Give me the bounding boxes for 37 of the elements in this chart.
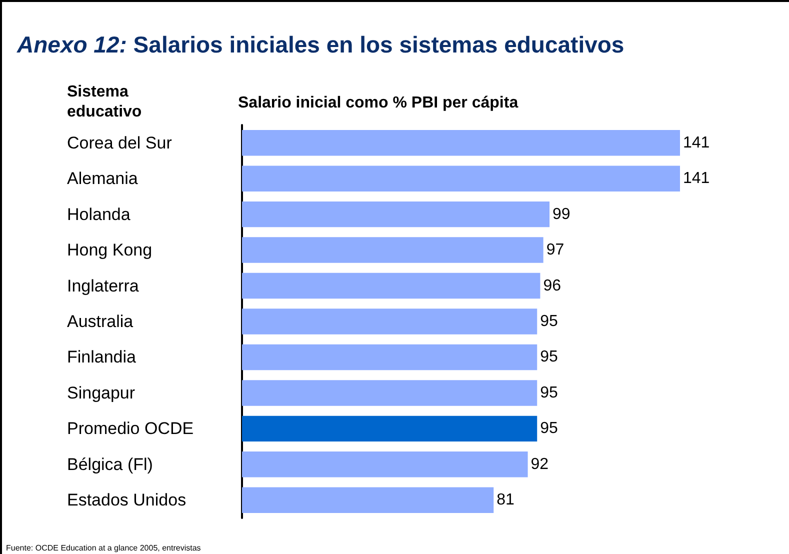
bar: [242, 487, 494, 513]
y-tick-label: Estados Unidos: [67, 490, 186, 510]
y-tick-label: Singapur: [67, 383, 136, 402]
data-label: 141: [683, 170, 710, 188]
bar: [242, 237, 544, 263]
bar: [242, 452, 528, 478]
data-label: 95: [540, 420, 558, 438]
data-label: 96: [543, 277, 562, 294]
bar: [242, 344, 538, 370]
data-label: 95: [540, 384, 558, 402]
bar: [242, 130, 680, 156]
y-tick-label: Holanda: [67, 204, 131, 224]
y-tick-label: Corea del Sur: [67, 133, 172, 152]
bar: [242, 201, 550, 228]
bar: [242, 166, 680, 192]
bar: [242, 380, 538, 406]
y-axis-title: Sistema educativo: [67, 84, 142, 120]
y-tick-label: Alemania: [67, 169, 138, 188]
data-label: 99: [552, 206, 570, 223]
data-label: 95: [540, 313, 558, 330]
bar: [242, 308, 538, 334]
y-tick-label: Promedio OCDE: [67, 419, 194, 438]
y-tick-label: Bélgica (Fl): [67, 454, 153, 474]
source-note: Fuente: OCDE Education at a glance 2005, entrevistas: [6, 544, 201, 552]
y-tick-label: Hong Kong: [67, 240, 152, 260]
y-tick-label: Finlandia: [67, 348, 137, 367]
bar: [242, 416, 538, 442]
y-tick-label: Australia: [67, 312, 134, 331]
data-label: 97: [546, 242, 564, 259]
y-tick-label: Inglaterra: [67, 276, 140, 296]
data-label: 95: [540, 348, 558, 366]
data-label: 92: [530, 456, 549, 473]
data-label: 81: [496, 492, 515, 509]
x-axis-title: Salario inicial como % PBI per cápita: [238, 94, 518, 112]
chart-title: Anexo 12: Salarios iniciales en los sistemas educativos: [16, 32, 624, 58]
data-label: 141: [683, 134, 710, 152]
bar: [242, 272, 540, 299]
